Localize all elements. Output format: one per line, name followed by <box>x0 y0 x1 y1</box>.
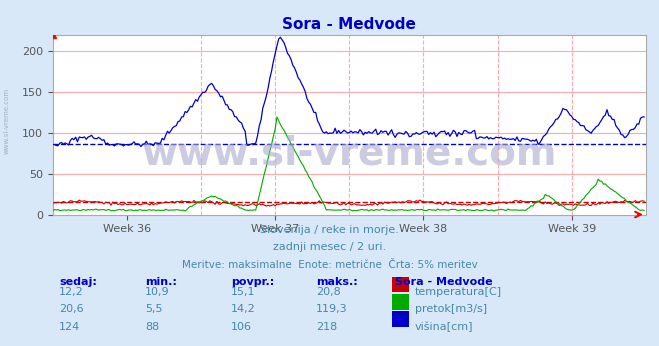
Text: www.si-vreme.com: www.si-vreme.com <box>142 134 557 172</box>
Text: Sora - Medvode: Sora - Medvode <box>395 277 493 287</box>
Text: min.:: min.: <box>145 277 177 287</box>
Text: povpr.:: povpr.: <box>231 277 274 287</box>
Text: temperatura[C]: temperatura[C] <box>415 287 502 297</box>
Text: 14,2: 14,2 <box>231 304 256 315</box>
Text: zadnji mesec / 2 uri.: zadnji mesec / 2 uri. <box>273 242 386 252</box>
Text: Slovenija / reke in morje.: Slovenija / reke in morje. <box>260 225 399 235</box>
Text: maks.:: maks.: <box>316 277 358 287</box>
Text: 5,5: 5,5 <box>145 304 163 315</box>
Text: 218: 218 <box>316 322 337 332</box>
Title: Sora - Medvode: Sora - Medvode <box>282 17 416 32</box>
Text: pretok[m3/s]: pretok[m3/s] <box>415 304 487 315</box>
Text: www.si-vreme.com: www.si-vreme.com <box>3 88 10 154</box>
Text: višina[cm]: višina[cm] <box>415 322 474 332</box>
Text: sedaj:: sedaj: <box>59 277 97 287</box>
Text: 20,6: 20,6 <box>59 304 84 315</box>
Text: 20,8: 20,8 <box>316 287 341 297</box>
Text: 88: 88 <box>145 322 159 332</box>
Text: 10,9: 10,9 <box>145 287 169 297</box>
Text: 15,1: 15,1 <box>231 287 255 297</box>
Text: 106: 106 <box>231 322 252 332</box>
Text: 119,3: 119,3 <box>316 304 348 315</box>
Text: 12,2: 12,2 <box>59 287 84 297</box>
Text: 124: 124 <box>59 322 80 332</box>
Text: Meritve: maksimalne  Enote: metrične  Črta: 5% meritev: Meritve: maksimalne Enote: metrične Črta… <box>182 260 477 270</box>
